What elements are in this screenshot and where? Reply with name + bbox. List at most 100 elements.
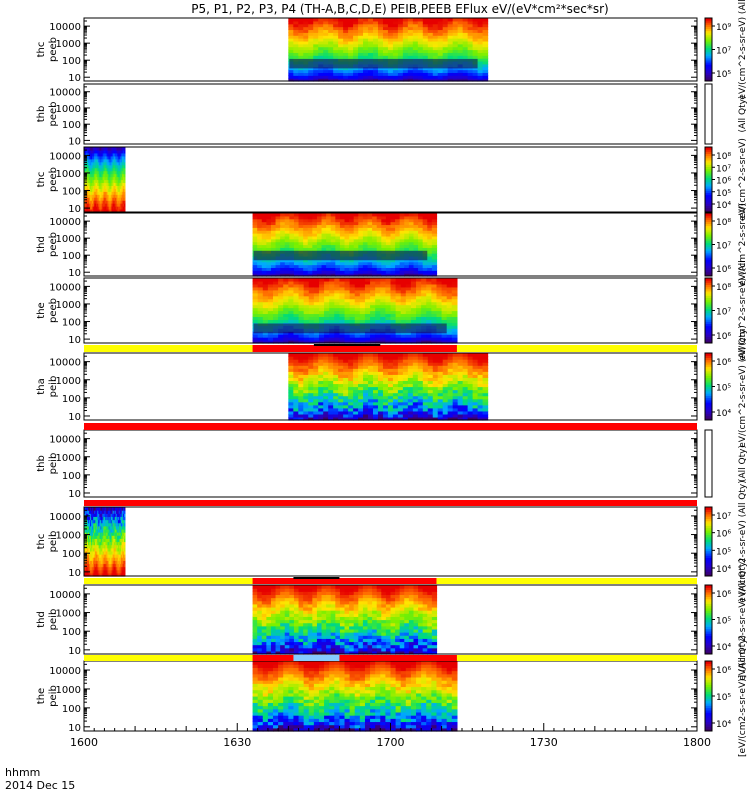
y-tick-label: 10 [68,412,81,423]
status-bar [84,655,697,661]
colorbar: 10⁵ 10⁷ 10⁹ eV/(cm^2-s-sr-eV) (All [704,0,748,100]
probe-label: the [36,688,47,704]
colorbar: 10⁴ 10⁵ 10⁶ [eV/(cm2-s-sr-eV)] (All Qty) [704,635,748,757]
colorbar-tick-label: 10⁶ [716,332,731,342]
y-axis-ticks [84,17,697,78]
status-bar-segment [252,655,457,661]
low-energy-band [289,58,478,69]
colorbar-tick-label: 10⁵ [716,547,731,557]
y-tick-label: 10000 [49,590,81,601]
panel-frame [83,429,698,498]
heatmap-the-peeb [252,278,458,344]
colorbar-label: eV/(cm^2-s-sr-eV) (All Qty) [738,558,748,681]
y-tick-label: 100 [62,471,81,482]
y-tick-label: 100 [62,549,81,560]
x-tick-label: 1700 [377,736,405,749]
probe-label: the [36,302,47,318]
instrument-label: peib [48,453,59,475]
status-bar-segment [293,655,340,661]
y-tick-label: 10000 [49,282,81,293]
colorbar: 10⁴ 10⁵ 10⁶ 10⁷ 10⁸ eV/(cm^2-s-sr-eV) [704,138,748,221]
instrument-label: peeb [48,298,59,323]
status-bars [84,344,697,661]
y-tick-label: 1000 [56,104,81,115]
status-bar [84,423,697,430]
y-tick-label: 100 [62,187,81,198]
instrument-label: peeb [48,232,59,257]
colorbar: (All Qty) [704,83,748,145]
colorbar-label: eV/(cm^2-s-sr-eV) (All Qty) [738,325,748,448]
y-tick-label: 100 [62,251,81,262]
y-axis-ticks [84,429,697,494]
x-tick-label: 1800 [683,736,711,749]
y-tick-label: 10 [68,489,81,500]
colorbar-label: eV/(cm^2-s-sr-eV) [738,138,748,221]
y-tick-label: 1000 [56,531,81,542]
y-tick-label: 1000 [56,39,81,50]
heatmap-the-peib [252,661,458,732]
y-tick-label: 10 [68,136,81,147]
colorbar-tick-label: 10⁸ [716,283,731,293]
probe-label: thd [36,611,47,628]
instrument-label: peeb [48,37,59,62]
colorbar-tick-label: 10⁴ [716,565,731,575]
colorbar-label: eV/(cm^2-s-sr-eV) [738,203,748,286]
colorbar-tick-label: 10⁶ [716,177,731,187]
colorbar-tick-label: 10⁸ [716,152,731,162]
status-bar [84,577,697,584]
colorbar-label: eV/(cm^2-s-sr-eV) (All [738,260,748,360]
heatmap-thc-peeb [288,18,489,82]
heatmap-thc-peib [84,507,126,577]
colorbar-tick-label: 10⁴ [716,643,731,653]
colorbar: (All Qty) [704,429,748,498]
low-energy-band [253,323,447,334]
y-tick-label: 100 [62,627,81,638]
y-tick-label: 10 [68,268,81,279]
colorbar-tick-label: 10⁷ [716,164,731,174]
y-axis-ticks [84,584,697,651]
instrument-label: peeb [48,167,59,192]
colorbar-tick-label: 10⁷ [716,512,731,522]
colorbar-tick-label: 10⁶ [716,666,731,676]
instrument-label: peib [48,685,59,707]
probe-label: thc [36,42,47,58]
probe-label: tha [36,378,47,394]
colorbar: 10⁴ 10⁵ 10⁶ 10⁷ eV/(cm^2-s-sr-eV) (All Qty) [704,480,748,603]
y-axis-ticks [84,506,697,573]
y-tick-label: 100 [62,318,81,329]
y-tick-label: 1000 [56,685,81,696]
y-axis-ticks [84,212,697,273]
colorbar-label: [eV/(cm2-s-sr-eV)] (All Qty) [738,635,748,757]
instrument-label: peeb [48,102,59,127]
chart-title: P5, P1, P2, P3, P4 (TH-A,B,C,D,E) PEIB,P… [191,2,608,16]
y-tick-label: 10000 [49,435,81,446]
heatmap-tha-peib [288,353,489,421]
panel-frame [83,146,698,213]
y-tick-label: 100 [62,704,81,715]
colorbar: 10⁴ 10⁵ 10⁶ eV/(cm^2-s-sr-eV) (All Qty) [704,558,748,681]
colorbar-tick-label: 10⁵ [716,189,731,199]
colorbar-label: eV/(cm^2-s-sr-eV) (All Qty) [738,480,748,603]
panel-frame [83,506,698,577]
y-tick-label: 10 [68,204,81,215]
y-tick-label: 10000 [49,22,81,33]
colorbar-label: eV/(cm^2-s-sr-eV) (All [738,0,748,100]
colorbar-tick-label: 10⁷ [716,242,731,252]
y-axis-ticks [84,660,697,728]
probe-label: thc [36,172,47,188]
status-bar [84,344,697,352]
colorbar-label: (All Qty) [738,96,748,133]
y-tick-label: 1000 [56,234,81,245]
y-tick-label: 1000 [56,453,81,464]
probe-label: thc [36,534,47,550]
y-tick-label: 10000 [49,217,81,228]
y-tick-label: 10 [68,646,81,657]
probe-label: thd [36,236,47,253]
status-bar [84,500,697,506]
colorbar-tick-label: 10⁷ [716,308,731,318]
